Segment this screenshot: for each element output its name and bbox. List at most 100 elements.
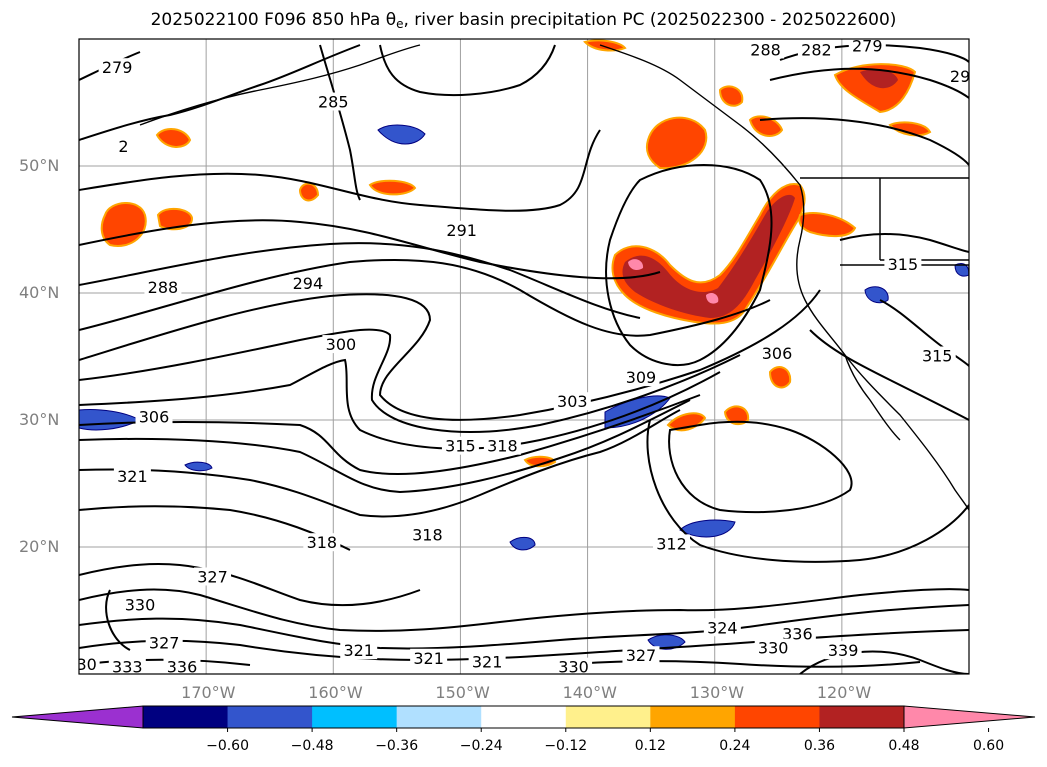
precip-area-california-offshore-2 xyxy=(723,405,750,426)
contour-label: 321 xyxy=(472,653,503,672)
contour-label: 288 xyxy=(750,40,781,59)
contour-label-bg xyxy=(483,436,521,455)
precip-area-neg-california xyxy=(864,286,889,304)
map-content: 279 285 288 282 279 291 294 288 300 306 309 303 306 3… xyxy=(79,37,969,674)
precip-area-alaska-coast xyxy=(583,39,627,52)
contour-label-bg xyxy=(918,346,956,365)
contour-label: 312 xyxy=(656,534,687,553)
colorbar-bin xyxy=(227,706,313,728)
contour-label-bg xyxy=(947,67,969,86)
coastline-west-coast xyxy=(796,184,969,511)
contour-label-bg xyxy=(622,368,660,387)
longitude-tick-label: 120°W xyxy=(816,683,872,702)
contour-label-bg xyxy=(410,648,448,667)
contour-label: 339 xyxy=(828,641,859,660)
contour-label-bg xyxy=(135,407,173,426)
contour-label-bg xyxy=(79,655,100,674)
contour-label: 288 xyxy=(148,278,179,297)
precip-area-subtropical-2 xyxy=(523,455,557,468)
contour-label: 327 xyxy=(149,634,180,653)
contour-label-bg xyxy=(121,595,159,614)
precip-area-aleutian-2 xyxy=(298,182,320,202)
precip-area-canada-east xyxy=(888,121,932,137)
colorbar-tick-label: −0.24 xyxy=(459,738,503,754)
title-prefix: 2025022100 F096 850 hPa θ xyxy=(150,10,397,30)
contour-label-bg xyxy=(848,39,886,55)
contour-label: 279 xyxy=(102,58,133,77)
contour-label-bg xyxy=(652,534,690,553)
contour-line xyxy=(379,44,556,97)
contour-label: 324 xyxy=(707,618,738,637)
longitude-tick-label: 130°W xyxy=(689,683,745,702)
longitude-tick-label: 160°W xyxy=(308,683,363,702)
graticule xyxy=(79,39,969,674)
contour-label-bg xyxy=(340,641,378,660)
contour-label-bg xyxy=(145,633,183,652)
precip-area-neg-gulf xyxy=(377,124,426,145)
contour-line xyxy=(105,589,131,651)
contour-label: 306 xyxy=(762,344,793,363)
contour-label: 327 xyxy=(626,646,657,665)
contour-label-bg xyxy=(289,274,327,293)
plot-title: 2025022100 F096 850 hPa θe, river basin … xyxy=(0,10,1047,31)
contour-label: 279 xyxy=(852,37,883,56)
latitude-tick-label: 50°N xyxy=(19,156,60,175)
contour-line xyxy=(319,44,361,201)
contour-label: 315 xyxy=(922,347,953,366)
precip-area-aleutian-1 xyxy=(155,128,192,148)
contour-label: 282 xyxy=(801,40,832,59)
precip-area-california-offshore-1 xyxy=(768,366,792,389)
contour-label-bg xyxy=(703,618,741,637)
precip-strong-areas xyxy=(622,69,898,318)
contour-label-bg xyxy=(754,638,792,657)
coastlines xyxy=(139,44,969,511)
contour-label-bg xyxy=(884,255,922,274)
colorbar-tick-label: 0.24 xyxy=(719,738,751,754)
colorbar-tick-label: −0.60 xyxy=(206,738,249,754)
title-suffix: , river basin precipitation PC (20250223… xyxy=(403,10,897,30)
contour-line xyxy=(79,129,601,212)
colorbar-bin xyxy=(312,706,398,728)
colorbar-bin xyxy=(819,706,905,728)
contour-label: 2 xyxy=(118,137,128,156)
contour-label: 321 xyxy=(413,649,444,668)
coastline-alaska xyxy=(139,44,421,126)
precip-area-gulf-alaska xyxy=(645,116,708,170)
border-state-2 xyxy=(840,264,969,330)
contour-label: 291 xyxy=(446,221,477,240)
contour-labels: 279 285 288 282 279 291 294 288 300 306 309 303 306 3… xyxy=(79,37,969,674)
colorbar-tick-label: −0.48 xyxy=(290,738,334,754)
contour-label-bg xyxy=(314,92,352,111)
contour-label-bg xyxy=(622,646,660,665)
precip-negative-areas xyxy=(79,124,969,650)
contour-label-bg xyxy=(408,525,446,544)
contour-label: 315 xyxy=(445,437,476,456)
contour-line xyxy=(646,419,969,563)
precip-area-midpacific xyxy=(368,179,417,196)
contour-line xyxy=(759,117,969,166)
colorbar-under-extension xyxy=(11,705,144,729)
contour-label: 321 xyxy=(117,467,148,486)
contour-label: 294 xyxy=(293,274,324,293)
contour-line xyxy=(79,258,771,337)
latitude-tick-label: 30°N xyxy=(19,410,60,429)
contour-label: 321 xyxy=(343,641,374,660)
contour-label-bg xyxy=(468,652,506,671)
contour-line xyxy=(605,164,773,366)
colorbar-bin xyxy=(565,706,651,728)
contour-line xyxy=(769,67,969,99)
contour-label: 306 xyxy=(139,407,170,426)
latitude-tick-label: 40°N xyxy=(19,283,60,302)
contour-label-bg xyxy=(108,657,146,674)
colorbar-bin xyxy=(734,706,820,728)
contour-line xyxy=(79,358,721,450)
contour-line xyxy=(79,604,969,650)
precip-area-neg-hawaii xyxy=(509,537,536,551)
contour-line xyxy=(79,289,821,421)
coastline-alaska-south xyxy=(599,44,801,186)
contour-label-bg xyxy=(144,277,182,296)
contour-line xyxy=(668,420,853,514)
contour-label-bg xyxy=(113,467,151,486)
colorbar-tick-label: 0.36 xyxy=(803,738,836,754)
precip-area-hawaii-west xyxy=(100,202,147,247)
